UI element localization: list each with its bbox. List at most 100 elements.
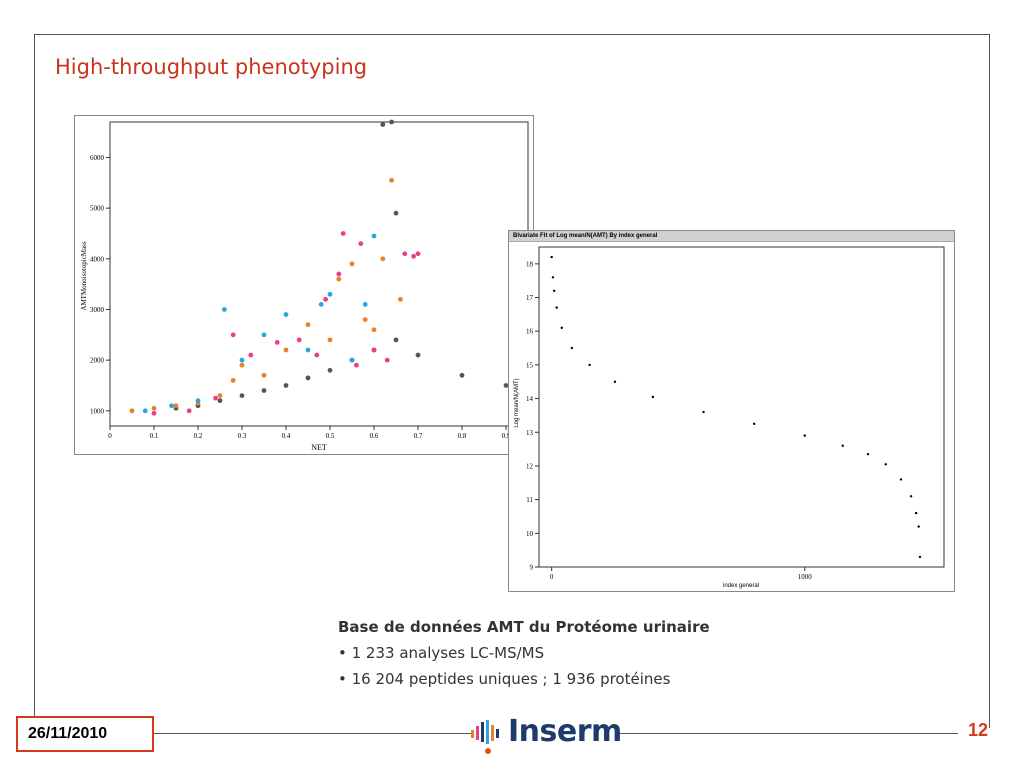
x-tick-label: 0.4: [282, 432, 291, 440]
data-point: [909, 495, 913, 498]
logo-bars-icon: [471, 720, 499, 744]
y-tick-label: 14: [526, 395, 534, 403]
data-point: [380, 122, 386, 127]
data-point: [459, 372, 465, 378]
data-point: [349, 357, 355, 363]
chart-title-bar: Bivariate Fit of Log mean/N(AMT) By inde…: [509, 231, 954, 242]
data-point: [389, 177, 394, 183]
x-tick-label: 0.8: [458, 432, 467, 440]
y-tick-label: 1000: [90, 407, 105, 415]
data-point: [398, 296, 403, 302]
data-point: [914, 511, 918, 515]
x-axis-label: NET: [311, 443, 327, 452]
data-point: [318, 302, 324, 307]
data-point: [305, 322, 311, 328]
slide-title: High-throughput phenotyping: [55, 55, 368, 79]
data-point: [327, 367, 333, 373]
logo-text: Inserm: [508, 714, 622, 749]
y-tick-label: 3000: [90, 306, 105, 314]
x-tick-label: 0.1: [150, 432, 159, 440]
data-point: [415, 352, 421, 358]
data-point: [866, 452, 870, 456]
data-point: [555, 306, 558, 309]
data-point: [503, 383, 509, 388]
data-point: [393, 210, 399, 216]
bivariate-chart-panel: Bivariate Fit of Log mean/N(AMT) By inde…: [508, 230, 955, 592]
y-tick-label: 5000: [90, 205, 105, 213]
data-point: [371, 233, 377, 239]
data-point: [169, 403, 174, 409]
data-point: [362, 317, 368, 322]
data-point: [186, 408, 192, 414]
y-axis-label: Log mean/N(AMT): [514, 378, 520, 427]
y-axis-label: AMTMonoisotopicMass: [80, 241, 88, 311]
data-point: [358, 241, 364, 246]
x-tick-label: 0.7: [414, 432, 423, 440]
data-point: [230, 332, 236, 338]
data-point: [402, 251, 408, 257]
data-point: [411, 253, 416, 259]
data-point: [613, 380, 617, 383]
data-point: [393, 337, 399, 343]
data-point: [261, 372, 267, 378]
y-tick-label: 13: [526, 429, 534, 437]
caption-heading: Base de données AMT du Protéome urinaire: [338, 618, 710, 636]
data-point: [261, 332, 267, 338]
scatter-chart: 0 0.1 0.2 0.3 0.4 0.5 0.6 0.7 0.8 0.9 1000 2000 300…: [80, 119, 529, 452]
data-point: [230, 378, 236, 383]
data-point: [651, 395, 655, 399]
data-point: [305, 347, 311, 353]
data-point: [195, 398, 201, 404]
footer-divider: [154, 733, 472, 734]
data-point: [917, 525, 920, 528]
data-point: [314, 352, 320, 358]
page-number: 12: [968, 720, 989, 740]
data-point: [151, 410, 157, 416]
data-point: [588, 363, 591, 367]
y-tick-label: 15: [526, 361, 534, 369]
caption: Base de données AMT du Protéome urinaire…: [338, 614, 710, 692]
data-point: [702, 410, 705, 414]
data-point: [274, 340, 280, 345]
data-point: [217, 398, 223, 404]
y-tick-label: 11: [526, 496, 533, 504]
y-tick-label: 16: [526, 328, 534, 336]
data-point: [327, 291, 333, 297]
data-point: [217, 393, 223, 398]
data-point: [354, 362, 359, 368]
data-point: [296, 337, 302, 343]
x-tick-label: 0: [108, 432, 112, 440]
data-point: [222, 307, 227, 312]
caption-item: • 1 233 analyses LC-MS/MS: [338, 644, 545, 662]
data-point: [340, 231, 346, 236]
data-point: [884, 463, 887, 466]
footer-divider: [618, 733, 958, 734]
data-point: [248, 352, 254, 358]
data-point: [384, 357, 390, 363]
data-point: [283, 383, 289, 388]
x-tick-label: 1000: [798, 573, 813, 581]
data-point: [752, 422, 756, 426]
data-point: [899, 478, 903, 481]
data-point: [142, 408, 148, 414]
data-point: [336, 271, 342, 277]
y-tick-label: 17: [526, 294, 534, 302]
data-point: [327, 337, 333, 343]
data-point: [151, 405, 157, 411]
data-point: [239, 357, 245, 363]
data-point: [551, 276, 555, 279]
x-tick-label: 0.2: [194, 432, 203, 440]
plot-area: [109, 121, 529, 427]
x-tick-label: 0.5: [326, 432, 335, 440]
data-point: [550, 255, 553, 259]
caption-item: • 16 204 peptides uniques ; 1 936 protéi…: [338, 670, 671, 688]
y-tick-label: 9: [530, 564, 534, 572]
data-point: [336, 276, 342, 282]
data-point: [239, 362, 245, 368]
data-point: [305, 375, 311, 381]
data-point: [371, 347, 377, 353]
data-point: [380, 256, 386, 262]
data-point: [323, 296, 328, 302]
data-point: [371, 327, 377, 333]
data-point: [283, 312, 289, 317]
